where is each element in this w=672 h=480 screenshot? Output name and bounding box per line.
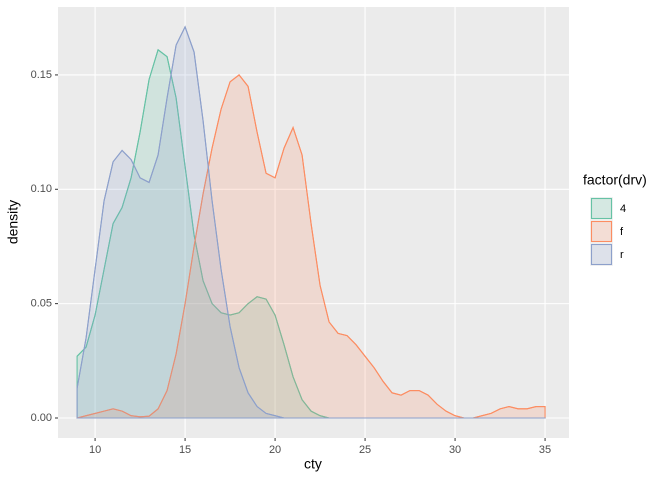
ticks: 0.00 0.05 0.10 0.15 10 15 20 25 30 35 xyxy=(31,69,552,456)
y-axis-title: density xyxy=(5,200,21,244)
x-tick-label: 20 xyxy=(269,444,281,456)
density-line xyxy=(76,25,546,419)
legend-label: r xyxy=(620,249,624,261)
y-tick-label: 0.00 xyxy=(31,412,52,424)
x-tick-label: 35 xyxy=(539,444,551,456)
legend-label: 4 xyxy=(620,203,626,215)
grid xyxy=(58,7,569,438)
legend-title: factor(drv) xyxy=(583,172,647,188)
legend-label: f xyxy=(620,226,624,238)
y-tick-label: 0.10 xyxy=(31,183,52,195)
legend-key-bg xyxy=(590,220,613,243)
x-tick-label: 10 xyxy=(89,444,101,456)
legend-key-bg xyxy=(590,243,613,266)
areas xyxy=(76,25,546,419)
x-axis-title: cty xyxy=(304,456,322,472)
y-tick-label: 0.15 xyxy=(31,69,52,81)
legend-key xyxy=(590,197,613,220)
legend-key-bg xyxy=(590,197,613,220)
legend-key xyxy=(590,243,613,266)
x-tick-label: 25 xyxy=(359,444,371,456)
panel xyxy=(58,7,569,438)
y-tick-label: 0.05 xyxy=(31,298,52,310)
legend-key xyxy=(590,220,613,243)
x-tick-label: 30 xyxy=(449,444,461,456)
x-tick-label: 15 xyxy=(179,444,191,456)
legend: factor(drv) 4 fr xyxy=(583,172,647,266)
